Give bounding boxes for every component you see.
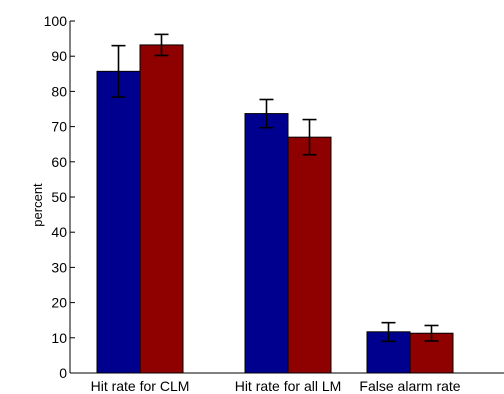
bars-layer (96, 44, 454, 374)
y-tick-label: 30 (51, 259, 67, 275)
error-bar-series1-3 (381, 321, 396, 343)
error-bar-series1-1 (111, 44, 126, 98)
bar-series1-2 (244, 113, 289, 374)
y-tick-label: 90 (51, 48, 67, 64)
axes-layer (69, 20, 504, 374)
error-bar-series2-2 (302, 118, 317, 156)
y-tick-label: 40 (51, 224, 67, 240)
y-tick-label: 60 (51, 154, 67, 170)
bar-series2-2 (287, 136, 332, 374)
x-tick-label: Hit rate for all LM (235, 378, 342, 394)
labels-layer: Hit rate for CLM Hit rate for all LM False… (44, 13, 461, 394)
error-bars-layer (111, 33, 439, 343)
y-axis-label: percent (30, 183, 45, 227)
error-bar-series2-3 (424, 324, 439, 342)
error-bar-series1-2 (259, 98, 274, 129)
bar-series2-1 (139, 44, 184, 374)
y-tick-label: 50 (51, 189, 67, 205)
bar-series1-1 (96, 70, 141, 374)
y-tick-label: 70 (51, 119, 67, 135)
y-tick-label: 10 (51, 330, 67, 346)
x-tick-label: False alarm rate (359, 378, 460, 394)
error-bar-series2-1 (154, 33, 169, 57)
x-tick-label: Hit rate for CLM (91, 378, 190, 394)
y-tick-label: 20 (51, 295, 67, 311)
y-tick-label: 80 (51, 83, 67, 99)
y-tick-label: 100 (44, 13, 68, 29)
y-tick-label: 0 (59, 365, 67, 381)
